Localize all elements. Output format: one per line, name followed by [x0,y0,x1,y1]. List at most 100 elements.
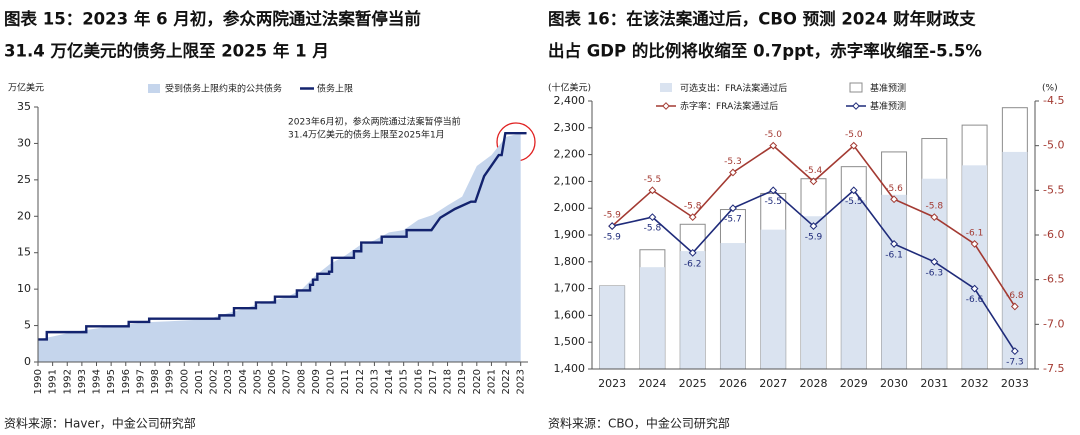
point [849,186,858,195]
line [38,132,527,341]
y2-tick-label: -6.5 [1043,273,1064,286]
x-tick-label: 2004 [238,369,249,394]
data-label: -5.0 [845,130,863,140]
legend-label: 债务上限 [317,83,353,95]
x-tick-label: 2026 [719,377,747,390]
x-tick-label: 2029 [840,377,868,390]
point [970,284,979,293]
legend-swatch [660,83,672,92]
x-tick-label: 2005 [252,369,263,394]
point [809,222,818,230]
y-tick-label: 1,500 [554,335,586,348]
y-tick-label: 2,000 [554,201,586,214]
point [849,141,858,150]
legend-label: 基准预测 [870,82,906,94]
data-label: -5.5 [845,197,863,207]
x-tick-label: 1994 [92,369,103,394]
y2-tick-label: -7.0 [1043,317,1064,330]
x-tick-label: 2008 [296,369,307,394]
point [648,186,657,195]
y2-axis-label: (%) [1042,84,1058,94]
y-axis-label: (十亿美元) [548,82,591,94]
chart-title: 出占 GDP 的比例将收缩至 0.7ppt，赤字率收缩至-5.5% [548,41,982,61]
data-label: -5.3 [724,157,742,167]
source: 资料来源：Haver，中金公司研究部 [4,416,196,431]
point [890,240,898,248]
y2-tick-label: -7.5 [1043,362,1064,375]
x-tick-label: 2025 [679,377,707,390]
y-tick-label: 1,700 [554,282,586,295]
annotation: 31.4万亿美元的债务上限至2025年1月 [288,129,445,141]
bar [962,165,988,369]
data-label: -6.1 [885,250,903,260]
point [769,186,778,195]
legend-swatch [849,82,863,93]
bar [881,194,907,369]
point [890,195,898,204]
data-label: -5.4 [805,166,823,176]
y-tick-label: 5 [24,319,31,332]
chart-title: 图表 15：2023 年 6 月初，参众两院通过法案暂停当前 [4,9,421,29]
point [769,141,778,150]
x-tick-label: 2023 [516,369,527,394]
bar [720,243,746,369]
point [688,213,697,222]
data-label: -5.5 [764,197,782,207]
x-tick-label: 2009 [311,369,322,394]
y-tick-label: 1,800 [554,255,586,268]
x-tick-label: 2014 [384,369,395,394]
point [1010,302,1019,311]
area [38,133,521,362]
y2-tick-label: -4.5 [1043,94,1064,107]
data-label: -5.9 [603,233,621,243]
y-axis-label: 万亿美元 [8,82,44,94]
x-tick-label: 2023 [598,377,626,390]
data-label: -5.9 [805,233,823,243]
y-tick-label: 20 [17,209,31,222]
x-tick-label: 2017 [428,369,439,394]
x-tick-label: 2015 [399,369,410,394]
point [729,204,737,213]
x-tick-label: 2013 [369,369,380,394]
point [608,222,617,230]
bar [599,285,625,369]
x-tick-label: 2002 [209,369,220,394]
y-tick-label: 1,600 [554,308,586,321]
x-tick-label: 2031 [920,377,948,390]
data-label: -6.1 [966,228,984,238]
x-tick-label: 2018 [443,369,454,394]
x-tick-label: 2027 [759,377,787,390]
y2-tick-label: -6.0 [1043,228,1064,241]
legend-label: 受到债务上限约束的公共债务 [165,83,282,95]
x-tick-label: 1997 [135,369,146,394]
x-tick-label: 2028 [800,377,828,390]
x-tick-label: 2033 [1001,377,1029,390]
x-tick-label: 2012 [355,369,366,394]
point [930,257,939,266]
chart-title: 31.4 万亿美元的债务上限至 2025 年 1 月 [4,41,329,61]
x-tick-label: 2021 [486,369,497,394]
data-label: -6.6 [966,295,984,305]
bar [1002,151,1028,369]
y-tick-label: 2,100 [554,174,586,187]
point [970,240,979,248]
legend-swatch [148,84,160,93]
x-tick-label: 2024 [638,377,666,390]
x-tick-label: 1993 [77,369,88,394]
x-tick-label: 1998 [150,369,161,394]
legend-label: 赤字率：FRA法案通过后 [680,100,778,112]
data-label: -5.9 [603,211,621,221]
x-tick-label: 1992 [62,369,73,394]
bar [841,200,867,369]
y-tick-label: 30 [17,136,31,149]
data-label: -7.3 [1006,358,1024,368]
y2-tick-label: -5.5 [1043,183,1064,196]
x-tick-label: 2006 [267,369,278,394]
data-label: -5.7 [724,215,742,225]
legend-label: 可选支出：FRA法案通过后 [680,82,787,94]
x-tick-label: 2022 [501,369,512,394]
legend-label: 基准预测 [870,100,906,112]
bar [760,229,786,369]
data-label: -6.3 [926,268,944,278]
data-label: -5.8 [926,202,944,212]
